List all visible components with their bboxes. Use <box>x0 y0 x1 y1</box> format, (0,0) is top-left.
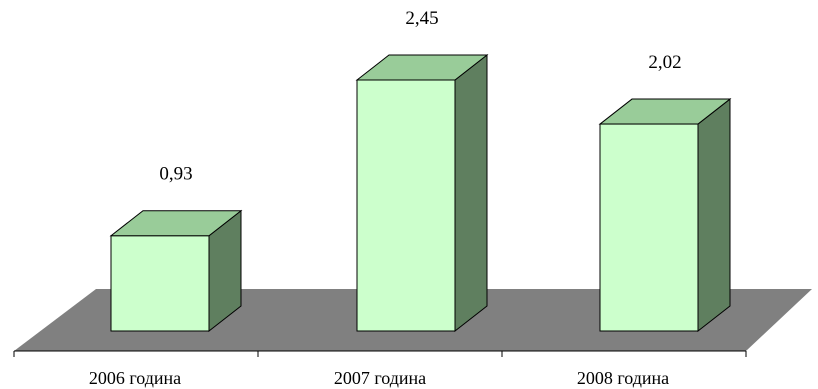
bar-top-face <box>355 54 489 81</box>
bar <box>355 53 489 333</box>
bar-front-face <box>110 235 210 332</box>
x-axis-category-label: 2007 година <box>334 368 426 388</box>
bar-side-face <box>454 53 488 333</box>
x-axis-layer <box>13 350 747 357</box>
bar-front-face <box>356 79 456 332</box>
bar-value-label: 2,02 <box>648 52 681 73</box>
bar-value-label: 0,93 <box>159 164 192 185</box>
bars-layer <box>109 53 732 333</box>
x-axis-category-label: 2008 година <box>577 368 669 388</box>
bar-front-face <box>599 123 699 332</box>
bar-side-face <box>697 98 731 333</box>
bar-top-face <box>109 210 243 237</box>
labels-layer: 0,93 2006 година 2,45 2007 година 2,02 2008 г… <box>89 8 682 388</box>
bar-value-label: 2,45 <box>405 8 438 29</box>
bar-top-face <box>598 98 732 125</box>
bar <box>598 98 732 333</box>
bar <box>109 209 243 333</box>
x-axis-category-label: 2006 година <box>89 368 181 388</box>
